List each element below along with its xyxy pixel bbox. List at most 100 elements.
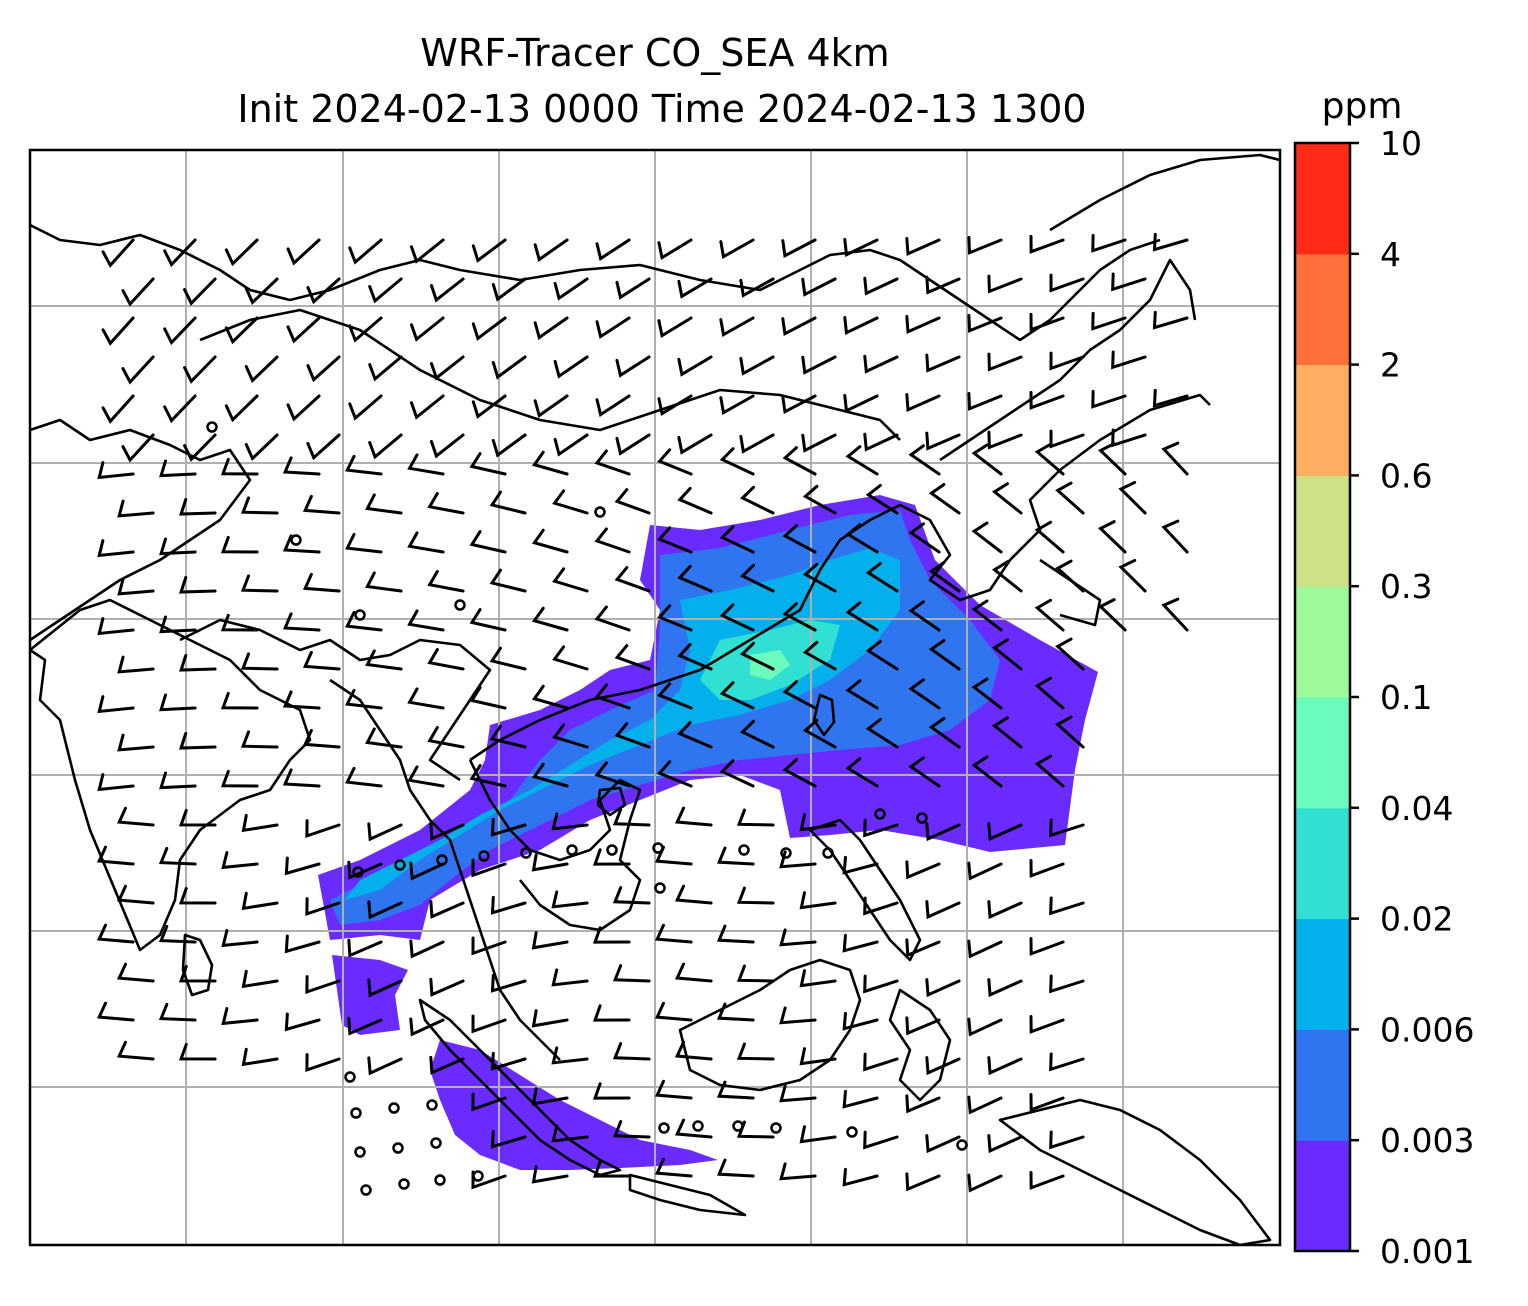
wind-barb [1029, 312, 1065, 332]
wind-barb [284, 856, 321, 876]
wind-barb [305, 897, 341, 917]
wind-barb [302, 494, 341, 515]
wind-barb [781, 394, 817, 415]
wind-barb [908, 444, 941, 476]
wind-barb [674, 1040, 713, 1061]
wind-barb [306, 355, 341, 383]
wind-barb [178, 808, 217, 827]
coast-new-guinea [998, 1098, 1272, 1245]
wind-barb [781, 238, 817, 259]
wind-barb [592, 1082, 631, 1100]
wind-barb [117, 655, 155, 674]
wind-barb [905, 1172, 941, 1192]
wind-barb [657, 682, 693, 710]
wind-barb [96, 845, 135, 866]
wind-barb [592, 1004, 631, 1022]
wind-barb [533, 238, 569, 262]
wind-barb [654, 1157, 693, 1178]
wind-barb [657, 760, 693, 788]
wind-barb [925, 978, 961, 998]
wind-barb [1029, 859, 1065, 878]
wind-barb [531, 1009, 569, 1028]
wind-barb [347, 1016, 383, 1036]
wind-barb [471, 316, 507, 341]
wind-barb [367, 978, 403, 998]
wind-barb [409, 861, 445, 881]
wind-barb [594, 761, 631, 788]
plume-level-5 [750, 650, 790, 680]
wind-barb [116, 884, 155, 905]
wind-barb [905, 315, 941, 334]
wind-barb [716, 1158, 755, 1178]
wind-barb [471, 936, 507, 956]
wind-barb [967, 861, 1003, 881]
wind-barb [925, 431, 961, 451]
map-frame [28, 148, 1282, 1247]
wind-barb [241, 891, 279, 911]
wind-barb [925, 353, 961, 373]
wind-barb [531, 1165, 569, 1184]
wind-barb [736, 1042, 775, 1061]
wind-barb [178, 886, 217, 905]
wind-barb [552, 645, 589, 671]
wind-barb [224, 316, 259, 345]
colorbar-tick-label: 0.001 [1380, 1232, 1474, 1271]
wind-barb [552, 567, 589, 593]
wind-barb [739, 485, 775, 515]
wind-barb [410, 394, 445, 420]
wind-barb [489, 646, 527, 671]
wind-barb [491, 277, 527, 302]
wind-barb [240, 496, 279, 515]
wind-barb [799, 1047, 837, 1066]
wind-barb [799, 891, 837, 910]
wind-barb [531, 931, 569, 950]
wind-barb [657, 238, 693, 261]
wind-barb [116, 806, 155, 827]
wind-barb [842, 1089, 879, 1109]
colorbar-swatch [1295, 143, 1350, 255]
wind-barb [282, 612, 321, 632]
wind-barb [178, 964, 217, 983]
colorbar-swatch [1295, 364, 1350, 476]
wind-barb [1049, 351, 1085, 371]
wind-barb [471, 858, 507, 878]
wind-barb [842, 1011, 879, 1031]
wind-barb [178, 1042, 217, 1061]
wind-barb [779, 1162, 817, 1181]
wind-barb [1091, 311, 1127, 331]
wind-barb [302, 650, 341, 671]
wind-barb [1152, 388, 1189, 408]
wind-barb [551, 890, 589, 909]
wind-barb [469, 608, 507, 632]
wind-barb [163, 394, 197, 424]
wind-barb [657, 394, 693, 417]
wind-barb [286, 316, 321, 344]
wind-barb [553, 355, 589, 379]
wind-barb [1029, 234, 1065, 254]
wind-barb [220, 535, 259, 554]
wind-barb [739, 433, 775, 454]
wind-barb [716, 846, 755, 866]
wind-barb [1029, 1171, 1065, 1190]
wind-barb [531, 684, 569, 710]
wind-barb [802, 640, 837, 671]
wind-barb [739, 641, 775, 671]
wind-barb [429, 1055, 465, 1075]
coast-borneo [678, 958, 862, 1092]
wind-barb [615, 355, 651, 378]
wind-barb [1034, 754, 1065, 788]
wind-barb [1097, 520, 1127, 554]
wind-barb [1097, 598, 1127, 632]
wind-barb [799, 969, 837, 988]
wind-barb [719, 316, 755, 338]
wind-barb [967, 313, 1003, 333]
wind-barb [429, 355, 465, 381]
wind-barb [863, 896, 899, 916]
wind-barb [987, 978, 1023, 998]
wind-barb [282, 768, 321, 788]
wind-barb [1152, 232, 1189, 252]
wind-barb [1161, 597, 1189, 632]
wind-barb [117, 733, 155, 752]
coastlines [30, 153, 1280, 1245]
wind-barb [739, 355, 775, 376]
